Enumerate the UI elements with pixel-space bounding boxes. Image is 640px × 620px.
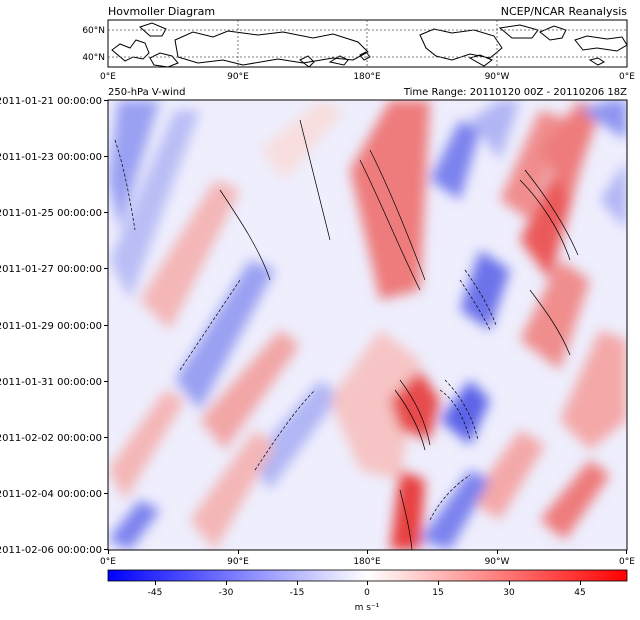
colorbar-tick-label: 15 xyxy=(432,588,443,598)
wind-field xyxy=(108,100,627,550)
colorbar-tick-label: -30 xyxy=(219,588,234,598)
colorbar: -45 -30 -15 0 15 30 45 m s⁻¹ xyxy=(107,569,628,613)
colorbar-tick-label: -15 xyxy=(290,588,305,598)
y-tick-label: 2011-01-29 00:00:00 xyxy=(0,321,102,332)
colorbar-gradient xyxy=(107,569,628,582)
colorbar-units-label: m s⁻¹ xyxy=(355,603,380,613)
y-tick-label: 2011-01-31 00:00:00 xyxy=(0,377,102,388)
variable-label: 250-hPa V-wind xyxy=(108,87,185,98)
y-tick-label: 2011-02-04 00:00:00 xyxy=(0,489,102,500)
colorbar-tick-label: 30 xyxy=(503,588,515,598)
data-source-title: NCEP/NCAR Reanalysis xyxy=(501,5,627,18)
x-tick-label: 90°W xyxy=(485,557,510,567)
colorbar-tick-label: 0 xyxy=(364,588,370,598)
contour-lines xyxy=(219,119,579,550)
x-tick-label: 0°E xyxy=(100,557,116,567)
plot-area xyxy=(107,99,628,551)
lat-label-40n: 40°N xyxy=(82,53,105,63)
map-lon-label: 90°W xyxy=(485,72,510,82)
x-tick-label: 0°E xyxy=(619,557,635,567)
map-lon-label: 180°E xyxy=(353,72,381,82)
x-axis: 0°E 90°E 180°E 90°W 0°E xyxy=(100,550,635,567)
x-tick-label: 180°E xyxy=(353,557,381,567)
colorbar-tick-label: 45 xyxy=(574,588,585,598)
map-strip xyxy=(107,19,628,68)
y-tick-label: 2011-02-02 00:00:00 xyxy=(0,433,102,444)
map-lat-labels: 60°N 40°N xyxy=(82,26,105,63)
y-tick-label: 2011-01-21 00:00:00 xyxy=(0,96,102,107)
map-lon-labels: 0°E 90°E 180°E 90°W 0°E xyxy=(100,72,635,82)
time-range-label: Time Range: 20110120 00Z - 20110206 18Z xyxy=(403,87,627,98)
y-axis: 2011-01-21 00:00:00 2011-01-23 00:00:00 … xyxy=(0,96,108,556)
y-tick-label: 2011-01-27 00:00:00 xyxy=(0,264,102,275)
map-lon-label: 0°E xyxy=(100,72,116,82)
coastlines xyxy=(111,22,627,67)
y-tick-label: 2011-01-25 00:00:00 xyxy=(0,208,102,219)
y-tick-label: 2011-01-23 00:00:00 xyxy=(0,152,102,163)
lat-label-60n: 60°N xyxy=(82,26,105,36)
y-tick-label: 2011-02-06 00:00:00 xyxy=(0,545,102,556)
map-lon-label: 0°E xyxy=(619,72,635,82)
figure-title: Hovmoller Diagram xyxy=(108,5,215,18)
x-tick-label: 90°E xyxy=(227,557,249,567)
negative-contour-lines xyxy=(114,139,497,521)
colorbar-tick-label: -45 xyxy=(148,588,163,598)
map-lon-label: 90°E xyxy=(227,72,249,82)
